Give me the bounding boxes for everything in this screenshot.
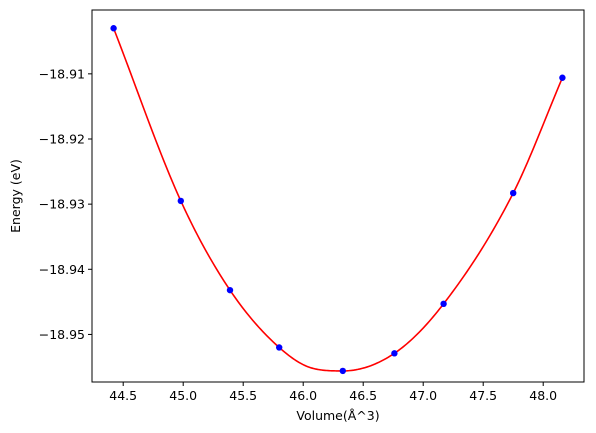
fit-curve-layer <box>112 27 564 372</box>
x-axis-label: Volume(Å^3) <box>296 408 379 423</box>
data-point <box>226 286 234 294</box>
data-points-layer <box>110 25 566 375</box>
x-tick-label: 48.0 <box>529 388 557 403</box>
y-tick-label: −18.91 <box>39 66 85 81</box>
x-tick-label: 47.5 <box>469 388 497 403</box>
y-tick-label: −18.95 <box>39 327 85 342</box>
fit-curve-line <box>112 27 564 372</box>
x-tick-label: 44.5 <box>109 388 137 403</box>
x-tick-label: 46.0 <box>289 388 317 403</box>
x-tick-label: 46.5 <box>349 388 377 403</box>
data-point <box>177 197 184 205</box>
y-tick-label: −18.92 <box>39 131 85 146</box>
x-axis-ticks: 44.5 45.0 45.5 46.0 46.5 47.0 47.5 48.0 <box>109 382 557 403</box>
y-tick-label: −18.93 <box>39 197 85 212</box>
data-point <box>440 300 447 308</box>
y-tick-label: −18.94 <box>39 262 85 277</box>
x-tick-label: 45.5 <box>229 388 257 403</box>
x-tick-label: 47.0 <box>409 388 437 403</box>
data-point <box>339 367 346 375</box>
x-tick-label: 45.0 <box>169 388 197 403</box>
data-point <box>276 344 283 351</box>
plot-frame <box>91 9 585 383</box>
data-point <box>110 25 117 32</box>
data-point <box>559 74 566 81</box>
y-axis-ticks: −18.91 −18.92 −18.93 −18.94 −18.95 <box>39 66 92 342</box>
y-axis-label: Energy (eV) <box>8 159 23 233</box>
data-point <box>391 350 398 357</box>
data-point <box>510 189 517 197</box>
